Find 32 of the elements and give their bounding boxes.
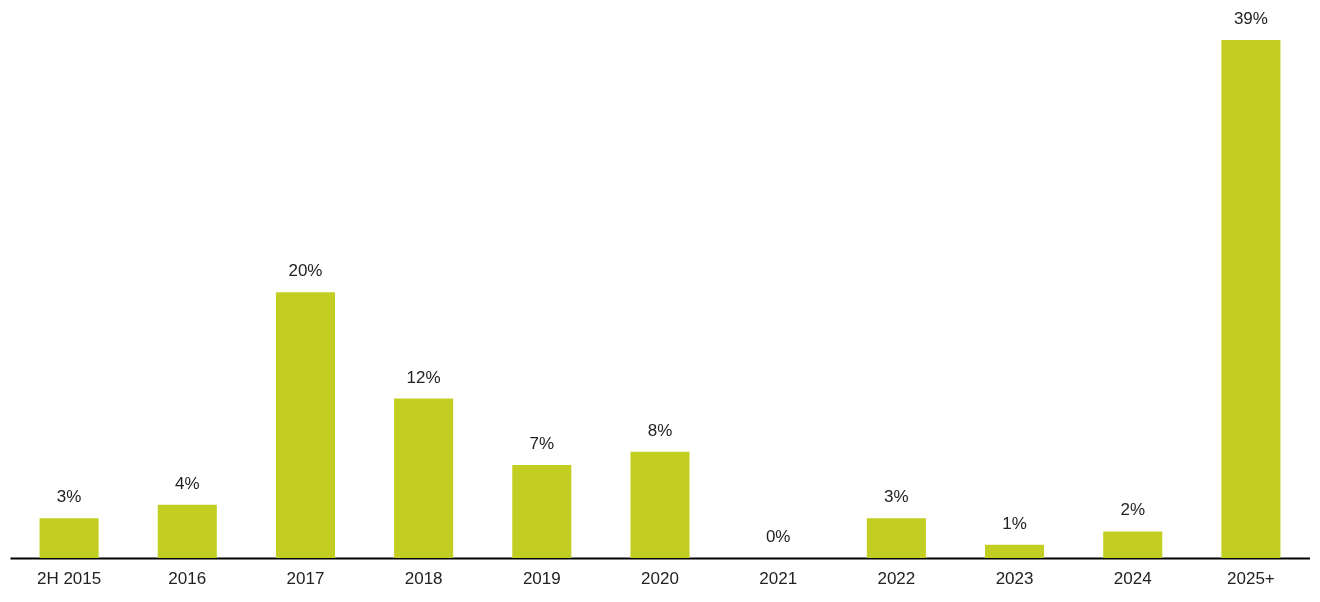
data-label: 7%	[529, 434, 555, 454]
x-tick-label: 2016	[168, 568, 207, 588]
bar	[1103, 531, 1163, 558]
x-tick-label: 2020	[641, 568, 679, 588]
bar	[630, 451, 690, 558]
x-tick-label: 2017	[286, 568, 325, 588]
x-tick-label: 2H 2015	[36, 568, 102, 588]
data-label: 20%	[288, 261, 323, 281]
data-label: 0%	[765, 527, 791, 546]
data-label: 1%	[1002, 513, 1027, 533]
bar	[866, 518, 926, 558]
bar	[1221, 40, 1281, 558]
data-label: 4%	[174, 473, 200, 493]
x-tick-label: 2024	[1113, 568, 1152, 588]
data-label: 2%	[1120, 500, 1146, 520]
bar	[39, 518, 99, 558]
bar	[985, 544, 1045, 558]
x-tick-label: 2021	[759, 568, 798, 588]
data-label: 3%	[884, 487, 909, 507]
data-label: 3%	[56, 487, 82, 507]
x-tick-label: 2025+	[1227, 568, 1275, 588]
bar	[512, 465, 572, 558]
data-label: 39%	[1233, 9, 1268, 28]
x-tick-label: 2018	[404, 568, 443, 588]
x-tick-label: 2023	[995, 568, 1034, 588]
data-label: 12%	[406, 367, 441, 387]
bar	[157, 504, 217, 558]
x-tick-label: 2022	[877, 568, 916, 588]
bar	[275, 292, 335, 558]
bar	[394, 398, 454, 558]
data-label: 8%	[647, 420, 673, 440]
x-tick-label: 2019	[522, 568, 561, 588]
